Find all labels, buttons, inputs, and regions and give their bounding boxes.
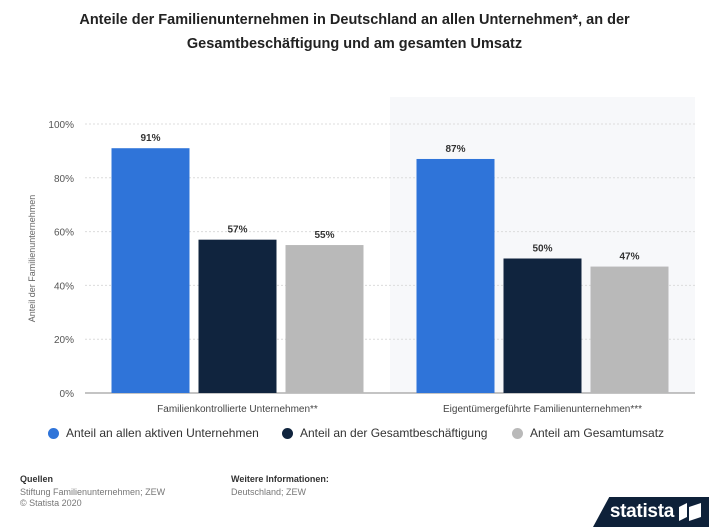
bar [416, 158, 495, 393]
legend-item-revenue[interactable]: Anteil am Gesamtumsatz [512, 426, 664, 440]
bar [503, 258, 582, 393]
bar-chart: 0% 20% 40% 60% 80% 100% Anteil der Familienunt… [27, 120, 695, 415]
legend-item-companies[interactable]: Anteil an allen aktiven Unternehmen [48, 426, 259, 440]
legend-dot-employment [282, 427, 293, 439]
more-info-text: Deutschland; ZEW [231, 487, 307, 497]
data-label: 50% [532, 244, 552, 255]
data-label: 87% [445, 144, 465, 155]
y-tick-label: 100% [48, 120, 74, 131]
y-tick-label: 20% [54, 335, 74, 346]
y-tick-label: 60% [54, 228, 74, 239]
legend-label-companies: Anteil an allen aktiven Unternehmen [66, 426, 259, 440]
y-tick-label: 80% [54, 174, 74, 185]
y-tick-label: 40% [54, 281, 74, 292]
data-label: 57% [227, 225, 247, 236]
y-axis-label: Anteil der Familienunternehmen [27, 195, 37, 323]
x-category-label: Familienkontrollierte Unternehmen** [157, 404, 318, 415]
bar [111, 148, 190, 393]
legend-dot-companies [48, 427, 59, 439]
legend-label-employment: Anteil an der Gesamtbeschäftigung [300, 426, 488, 440]
sources-label: Quellen [20, 474, 54, 484]
data-label: 55% [314, 230, 334, 241]
statista-flag-icon [679, 503, 701, 521]
bar [198, 239, 277, 393]
data-label: 91% [140, 133, 160, 144]
statista-logo[interactable]: statista [593, 497, 709, 527]
data-label: 47% [619, 252, 639, 263]
more-info-label: Weitere Informationen: [231, 474, 329, 484]
x-category-label: Eigentümergeführte Familienunternehmen**… [443, 404, 642, 415]
sources-text: Stiftung Familienunternehmen; ZEW [20, 487, 166, 497]
legend-dot-revenue [512, 427, 523, 439]
legend-label-revenue: Anteil am Gesamtumsatz [530, 426, 665, 440]
chart-title: Anteile der Familienunternehmen in Deuts… [79, 12, 630, 52]
bar [590, 266, 669, 393]
y-tick-label: 0% [60, 389, 75, 400]
copyright-text: © Statista 2020 [20, 498, 82, 508]
legend-item-employment[interactable]: Anteil an der Gesamtbeschäftigung [282, 426, 487, 440]
brand-name: statista [609, 501, 674, 522]
bar [285, 245, 364, 393]
